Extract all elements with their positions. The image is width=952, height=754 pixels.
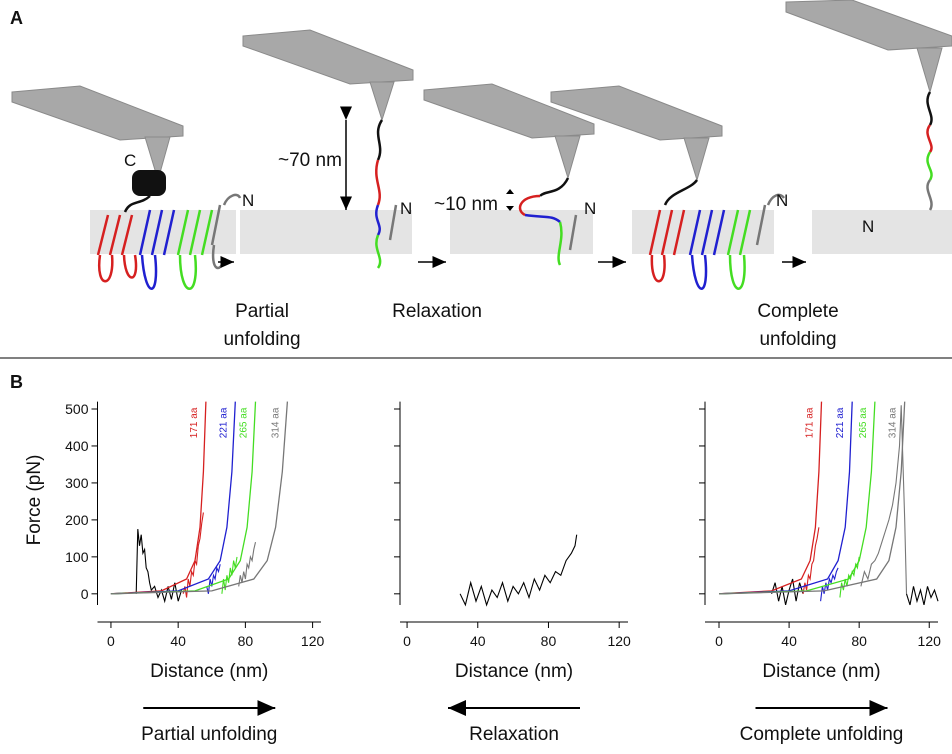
force-trace: [238, 541, 257, 587]
force-trace: [182, 512, 204, 598]
fit-curve: [110, 401, 236, 595]
fit-curve: [718, 401, 906, 595]
c-terminus-label: C: [124, 151, 136, 170]
membranes: [90, 210, 952, 254]
fit-label: 171 aa: [805, 407, 816, 438]
protein-structures: [96, 91, 933, 290]
fit-curve: [718, 401, 823, 595]
x-axis-label: Distance (nm): [455, 661, 573, 682]
x-tick-label: 80: [851, 633, 867, 649]
fit-label: 171 aa: [189, 407, 200, 438]
n-terminus-label: N: [242, 191, 254, 210]
force-trace: [860, 405, 908, 594]
fit-label: 221 aa: [835, 407, 846, 438]
fit-curve: [718, 401, 853, 595]
step-label: Partial: [235, 301, 289, 322]
short-arrow: [506, 189, 514, 211]
x-tick-label: 0: [403, 633, 411, 649]
y-tick-label: 400: [65, 438, 89, 454]
x-tick-label: 120: [918, 633, 942, 649]
force-trace: [905, 586, 939, 606]
x-tick-label: 120: [301, 633, 325, 649]
fit-label: 314 aa: [270, 407, 281, 438]
n-terminus-label: N: [862, 217, 874, 236]
y-axis-label: Force (pN): [24, 455, 45, 546]
distance-label: ~10 nm: [434, 194, 498, 215]
fit-label: 314 aa: [888, 407, 899, 438]
force-trace: [459, 534, 578, 607]
x-axis-label: Distance (nm): [150, 661, 268, 682]
x-tick-label: 40: [781, 633, 797, 649]
n-terminus-label: N: [584, 199, 596, 218]
x-tick-label: 80: [238, 633, 254, 649]
fit-label: 265 aa: [858, 407, 869, 438]
fit-curve: [110, 401, 207, 595]
panel-label: B: [10, 372, 23, 392]
force-trace: [206, 564, 221, 594]
fit-label: 221 aa: [218, 407, 229, 438]
fit-label: 265 aa: [238, 407, 249, 438]
x-tick-label: 80: [541, 633, 557, 649]
fit-curve: [110, 401, 289, 595]
step-label: unfolding: [759, 329, 836, 350]
force-trace: [221, 556, 238, 594]
x-tick-label: 40: [470, 633, 486, 649]
n-terminus-label: N: [400, 199, 412, 218]
n-terminus-label: N: [776, 191, 788, 210]
x-tick-label: 0: [715, 633, 723, 649]
y-tick-label: 300: [65, 475, 89, 491]
caption: Partial unfolding: [141, 724, 277, 745]
x-tick-label: 120: [607, 633, 631, 649]
y-tick-label: 500: [65, 401, 89, 417]
caption: Complete unfolding: [740, 724, 904, 745]
cantilevers: [11, 0, 952, 182]
step-label: Relaxation: [392, 301, 482, 322]
step-label: unfolding: [223, 329, 300, 350]
x-tick-label: 0: [107, 633, 115, 649]
caption: Relaxation: [469, 724, 559, 745]
step-label: Complete: [757, 301, 838, 322]
x-axis-label: Distance (nm): [762, 661, 880, 682]
x-tick-label: 40: [170, 633, 186, 649]
panel-label: A: [10, 8, 23, 28]
distance-label: ~70 nm: [278, 150, 342, 171]
force-trace: [135, 529, 183, 604]
y-tick-label: 0: [81, 586, 89, 602]
y-tick-label: 100: [65, 549, 89, 565]
y-tick-label: 200: [65, 512, 89, 528]
